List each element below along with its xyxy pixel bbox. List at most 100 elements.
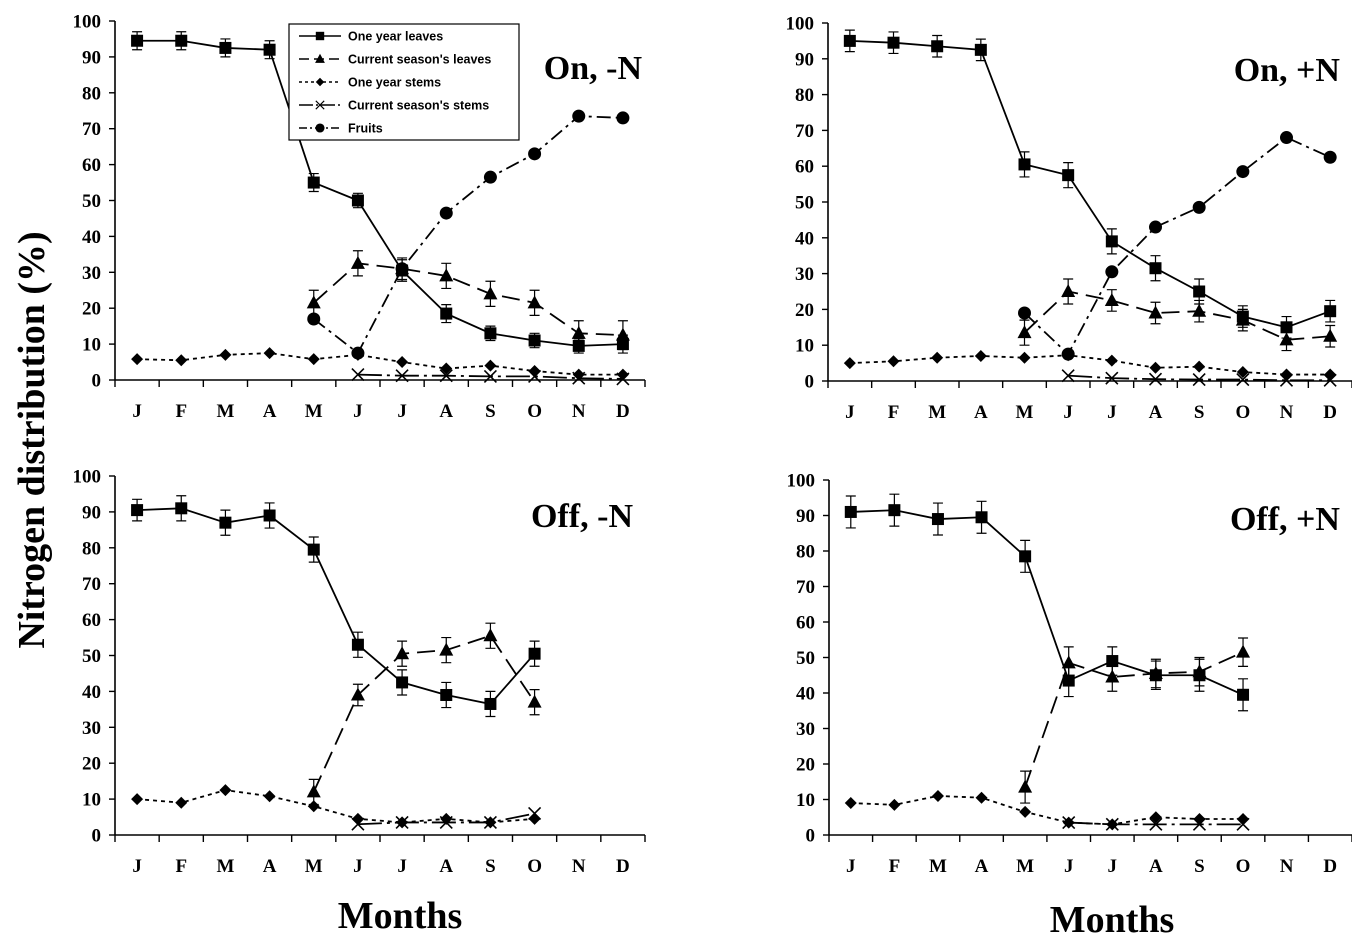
data-point <box>616 372 630 386</box>
data-point <box>351 812 364 825</box>
x-tick-label: O <box>527 856 542 877</box>
legend-marker <box>315 100 325 110</box>
data-point <box>1149 220 1162 234</box>
data-point <box>888 798 901 811</box>
series-current-season-s-leaves <box>306 250 630 351</box>
data-point <box>175 34 188 47</box>
data-point <box>615 327 630 341</box>
data-point <box>843 34 856 47</box>
data-point <box>1193 285 1206 298</box>
y-tick-label: 60 <box>82 155 101 176</box>
x-tick-label: M <box>216 856 234 877</box>
series-current-season-s-stems <box>1062 816 1250 831</box>
series-one-year-stems <box>131 347 629 381</box>
y-tick-label: 30 <box>796 719 815 740</box>
y-tick-label: 40 <box>796 684 815 705</box>
data-point <box>395 262 409 276</box>
series-fruits <box>307 109 630 360</box>
legend-item-current-season-s-stems: Current season's stems <box>299 99 489 113</box>
data-point <box>1018 306 1031 320</box>
y-axis-title: Nitrogen distribution (%) <box>11 231 53 648</box>
data-point <box>1018 351 1031 364</box>
x-axis-title-right: Months <box>1050 899 1175 934</box>
data-point <box>1019 805 1032 818</box>
series-line <box>1024 651 1244 788</box>
data-point <box>306 295 321 309</box>
y-tick-label: 60 <box>796 613 815 634</box>
y-tick-label: 50 <box>82 646 101 667</box>
data-point <box>974 43 987 56</box>
data-point <box>483 815 497 830</box>
data-point <box>351 638 364 651</box>
y-tick-label: 70 <box>796 577 815 598</box>
data-point <box>395 646 410 660</box>
data-point <box>1280 368 1293 381</box>
data-point <box>1192 303 1207 317</box>
x-tick-label: M <box>928 402 946 423</box>
x-tick-label: A <box>1149 402 1163 423</box>
series-current-season-s-leaves <box>1017 278 1338 352</box>
data-point <box>307 312 321 326</box>
panel-label: On, +N <box>1234 52 1341 89</box>
y-tick-label: 100 <box>787 471 816 492</box>
legend-marker <box>315 77 325 87</box>
y-tick-label: 80 <box>796 542 815 563</box>
x-tick-label: J <box>353 401 363 422</box>
data-point <box>974 349 987 362</box>
x-tick-label: A <box>263 401 277 422</box>
data-point <box>1236 366 1249 379</box>
panel-label: On, -N <box>544 50 643 87</box>
data-point <box>1192 373 1206 387</box>
data-point <box>440 362 453 375</box>
x-tick-label: J <box>397 401 407 422</box>
legend-item-fruits: Fruits <box>299 122 383 136</box>
data-point <box>219 41 232 54</box>
y-tick-label: 90 <box>795 49 814 70</box>
series-one-year-leaves <box>131 495 541 718</box>
data-point <box>440 307 453 320</box>
data-point <box>350 255 365 269</box>
x-tick-label: F <box>888 402 900 423</box>
series-line <box>137 507 536 705</box>
y-tick-label: 40 <box>795 228 814 249</box>
data-point <box>528 369 542 383</box>
data-point <box>528 365 541 378</box>
series-one-year-stems <box>844 789 1250 831</box>
data-point <box>1061 284 1076 297</box>
x-tick-label: J <box>1063 402 1073 423</box>
data-point <box>1148 372 1163 386</box>
x-tick-label: M <box>305 856 323 877</box>
y-tick-label: 20 <box>82 299 101 320</box>
data-point <box>1192 200 1206 214</box>
data-point <box>131 793 144 806</box>
series-line <box>849 40 1331 329</box>
legend-label: Fruits <box>348 122 383 136</box>
series-line <box>1023 136 1331 356</box>
y-tick-label: 70 <box>795 121 814 142</box>
data-point <box>1149 817 1163 831</box>
data-point <box>484 327 497 340</box>
data-point <box>175 502 188 515</box>
y-tick-label: 80 <box>795 85 814 106</box>
data-point <box>572 109 586 123</box>
data-point <box>1105 669 1120 683</box>
x-tick-label: O <box>1235 402 1250 423</box>
data-point <box>1106 655 1119 668</box>
x-tick-label: M <box>1016 402 1034 423</box>
legend-label: One year stems <box>348 76 441 90</box>
y-tick-label: 0 <box>92 826 102 847</box>
x-tick-label: J <box>1064 856 1074 877</box>
x-tick-label: D <box>616 401 630 422</box>
series-current-season-s-stems <box>351 368 630 386</box>
data-point <box>395 815 409 830</box>
y-tick-label: 20 <box>796 755 815 776</box>
panel-off-n: 0 10 20 30 40 50 60 70 80 90 100 J F M A M J J A S O N D Off, -… <box>73 467 646 877</box>
series-line <box>849 354 1331 376</box>
data-point <box>484 697 497 710</box>
x-tick-label: N <box>1280 856 1294 877</box>
legend-label: Current season's stems <box>348 99 489 113</box>
panel-label: Off, +N <box>1230 501 1340 538</box>
x-tick-label: J <box>397 856 407 877</box>
data-point <box>1105 265 1119 279</box>
data-point <box>131 353 144 366</box>
